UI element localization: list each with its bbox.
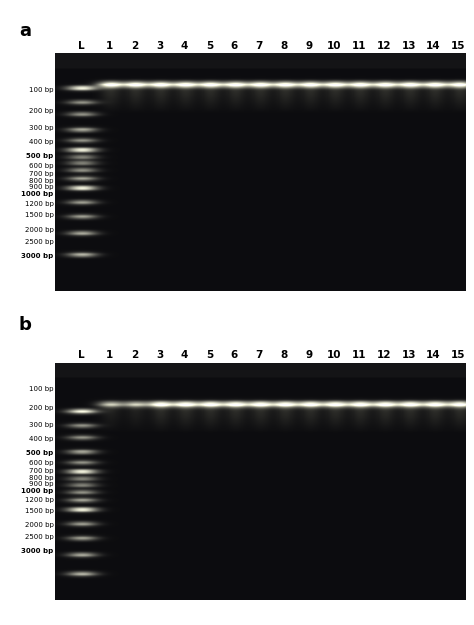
Text: 5: 5 <box>206 41 213 51</box>
Text: 9: 9 <box>305 351 312 361</box>
Text: 4: 4 <box>181 351 188 361</box>
Text: 800 bp: 800 bp <box>29 178 54 184</box>
Text: 500 bp: 500 bp <box>26 153 54 159</box>
Text: 15: 15 <box>451 351 465 361</box>
Text: 3: 3 <box>156 351 163 361</box>
Text: 200 bp: 200 bp <box>29 405 54 411</box>
Text: 600 bp: 600 bp <box>29 460 54 466</box>
Text: 3000 bp: 3000 bp <box>21 548 54 554</box>
Text: 2: 2 <box>131 351 138 361</box>
Text: 300 bp: 300 bp <box>29 125 54 131</box>
Text: 400 bp: 400 bp <box>29 139 54 145</box>
Text: 10: 10 <box>327 41 341 51</box>
Text: 9: 9 <box>305 41 312 51</box>
Text: 6: 6 <box>231 41 238 51</box>
Text: 8: 8 <box>281 351 288 361</box>
Text: 500 bp: 500 bp <box>26 450 54 456</box>
Text: 7: 7 <box>255 41 263 51</box>
Text: 100 bp: 100 bp <box>29 386 54 392</box>
Text: 400 bp: 400 bp <box>29 436 54 442</box>
Text: 2000 bp: 2000 bp <box>25 522 54 528</box>
Text: 100 bp: 100 bp <box>29 87 54 93</box>
Text: 2500 bp: 2500 bp <box>25 534 54 540</box>
Text: 800 bp: 800 bp <box>29 475 54 481</box>
Text: 700 bp: 700 bp <box>29 468 54 474</box>
Text: 1: 1 <box>106 41 113 51</box>
Text: 14: 14 <box>426 41 441 51</box>
Text: 3000 bp: 3000 bp <box>21 253 54 259</box>
Text: 1000 bp: 1000 bp <box>21 488 54 494</box>
Text: a: a <box>19 22 31 40</box>
Text: 8: 8 <box>281 41 288 51</box>
Text: 2500 bp: 2500 bp <box>25 239 54 245</box>
Text: 600 bp: 600 bp <box>29 163 54 169</box>
Text: 300 bp: 300 bp <box>29 422 54 428</box>
Text: 10: 10 <box>327 351 341 361</box>
Text: 1500 bp: 1500 bp <box>25 212 54 218</box>
Text: 1200 bp: 1200 bp <box>25 201 54 207</box>
Text: 1000 bp: 1000 bp <box>21 191 54 198</box>
Text: 13: 13 <box>401 41 416 51</box>
Text: 2000 bp: 2000 bp <box>25 227 54 233</box>
Text: 14: 14 <box>426 351 441 361</box>
Text: L: L <box>78 41 84 51</box>
Text: 700 bp: 700 bp <box>29 171 54 177</box>
Text: 7: 7 <box>255 351 263 361</box>
Text: 13: 13 <box>401 351 416 361</box>
Text: 12: 12 <box>376 41 391 51</box>
Text: 200 bp: 200 bp <box>29 108 54 114</box>
Text: 11: 11 <box>352 351 366 361</box>
Text: 4: 4 <box>181 41 188 51</box>
Text: 2: 2 <box>131 41 138 51</box>
Text: 5: 5 <box>206 351 213 361</box>
Text: b: b <box>19 316 32 334</box>
Text: 1500 bp: 1500 bp <box>25 508 54 514</box>
Text: 1: 1 <box>106 351 113 361</box>
Text: 15: 15 <box>451 41 465 51</box>
Text: 11: 11 <box>352 41 366 51</box>
Text: 900 bp: 900 bp <box>29 184 54 190</box>
Text: 1200 bp: 1200 bp <box>25 498 54 503</box>
Text: 3: 3 <box>156 41 163 51</box>
Text: L: L <box>78 351 84 361</box>
Text: 900 bp: 900 bp <box>29 481 54 487</box>
Text: 6: 6 <box>231 351 238 361</box>
Text: 12: 12 <box>376 351 391 361</box>
